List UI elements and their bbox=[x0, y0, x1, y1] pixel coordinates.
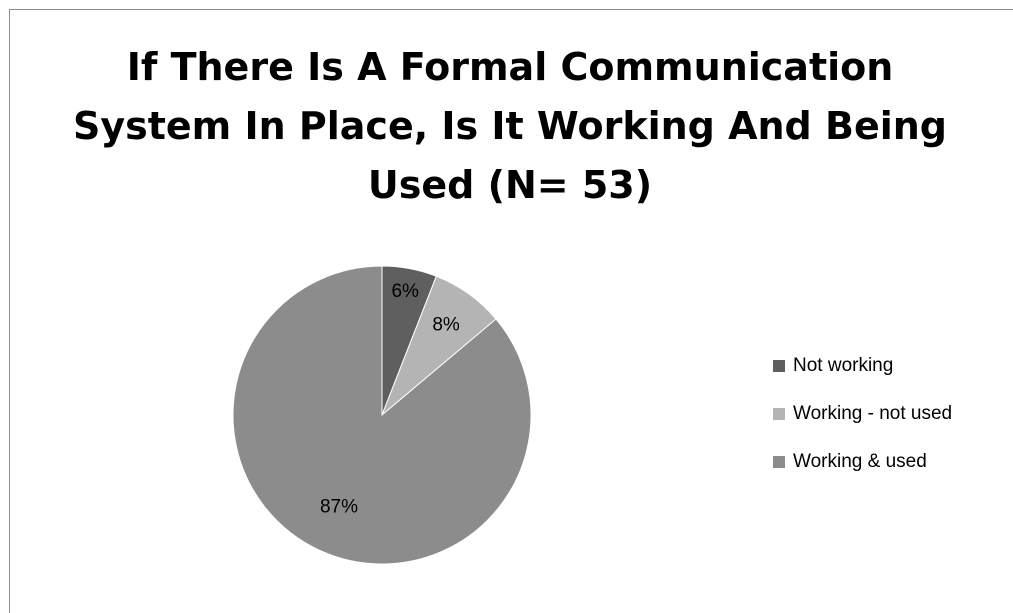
legend-item-working-not-used: Working - not used bbox=[773, 402, 952, 426]
data-label-working-and-used: 87% bbox=[320, 496, 358, 517]
legend-item-not-working: Not working bbox=[773, 354, 952, 378]
pie-slice-working-and-used bbox=[232, 265, 532, 565]
chart-legend: Not working Working - not used Working &… bbox=[773, 354, 952, 498]
legend-swatch-working-not-used bbox=[773, 408, 785, 420]
legend-label-working-and-used: Working & used bbox=[793, 451, 927, 472]
chart-title-line-1: If There Is A Formal Communication bbox=[126, 45, 894, 89]
chart-title: If There Is A Formal Communication Syste… bbox=[60, 38, 960, 215]
data-label-working-not-used: 8% bbox=[432, 315, 460, 336]
legend-swatch-not-working bbox=[773, 360, 785, 372]
legend-label-not-working: Not working bbox=[793, 355, 894, 376]
chart-title-line-3: Used (N= 53) bbox=[367, 163, 653, 207]
chart-frame bbox=[9, 9, 1013, 613]
legend-item-working-and-used: Working & used bbox=[773, 450, 952, 474]
data-label-not-working: 6% bbox=[391, 281, 419, 302]
legend-swatch-working-and-used bbox=[773, 456, 785, 468]
legend-label-working-not-used: Working - not used bbox=[793, 403, 953, 424]
chart-title-line-2: System In Place, Is It Working And Being bbox=[72, 104, 948, 148]
